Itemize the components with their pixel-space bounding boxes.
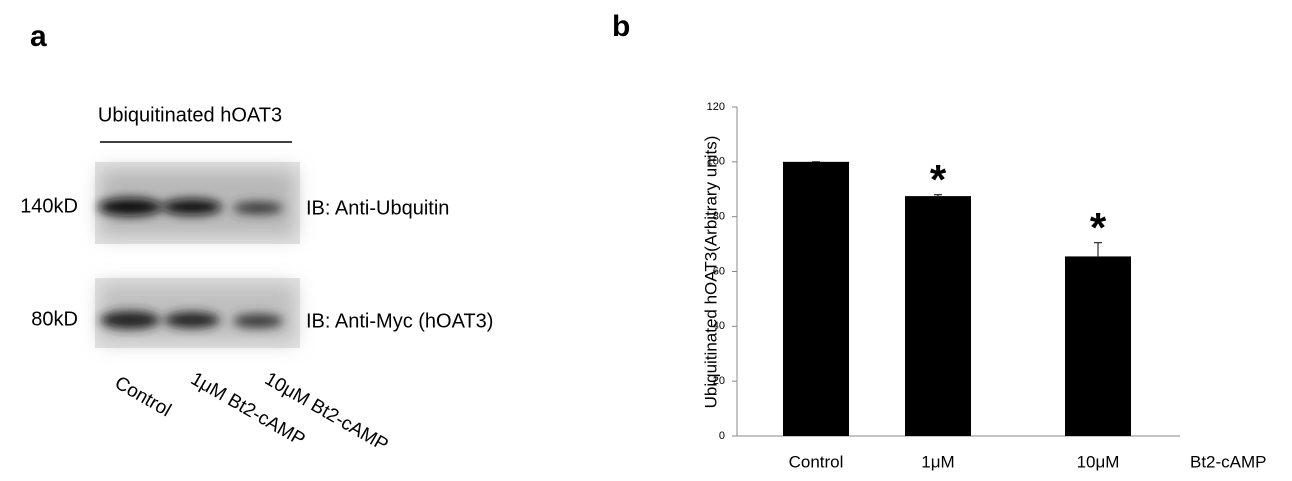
plot: 0 20 40 60 80 100 120 Control 1μM * 10μM *: [707, 101, 1180, 472]
figure: a Ubiquitinated hOAT3 140kD 80kD IB: Ant…: [0, 0, 1292, 481]
blot-image: [95, 278, 300, 348]
bar: [1065, 256, 1131, 436]
x-tick-label: 1μM: [921, 452, 954, 471]
lane-label: Control: [111, 372, 175, 421]
bar: [905, 196, 971, 436]
lane-label: 10μM Bt2-cAMP: [261, 368, 392, 456]
y-tick-label: 100: [707, 156, 725, 168]
significance-mark: *: [930, 156, 947, 203]
x-tick-label: Control: [789, 452, 844, 471]
y-tick-label: 0: [719, 430, 725, 442]
y-tick-label: 80: [713, 211, 725, 223]
bar: [783, 162, 849, 436]
marker-label: 80kD: [31, 308, 78, 330]
significance-mark: *: [1090, 204, 1107, 251]
x-axis-title: Bt2-cAMP: [1190, 452, 1267, 471]
blot-image: [95, 162, 300, 244]
panel-label: b: [612, 10, 630, 43]
panel-label: a: [30, 20, 47, 53]
panel-a: a Ubiquitinated hOAT3 140kD 80kD IB: Ant…: [20, 20, 493, 456]
y-tick-label: 40: [713, 320, 725, 332]
y-tick-label: 20: [713, 375, 725, 387]
x-tick-label: 10μM: [1077, 452, 1120, 471]
y-tick-label: 120: [707, 101, 725, 113]
blot-title: Ubiquitinated hOAT3: [98, 104, 282, 126]
y-tick-label: 60: [713, 265, 725, 277]
blot-label: IB: Anti-Myc (hOAT3): [306, 310, 493, 332]
blot-label: IB: Anti-Ubquitin: [306, 197, 449, 219]
marker-label: 140kD: [20, 195, 78, 217]
